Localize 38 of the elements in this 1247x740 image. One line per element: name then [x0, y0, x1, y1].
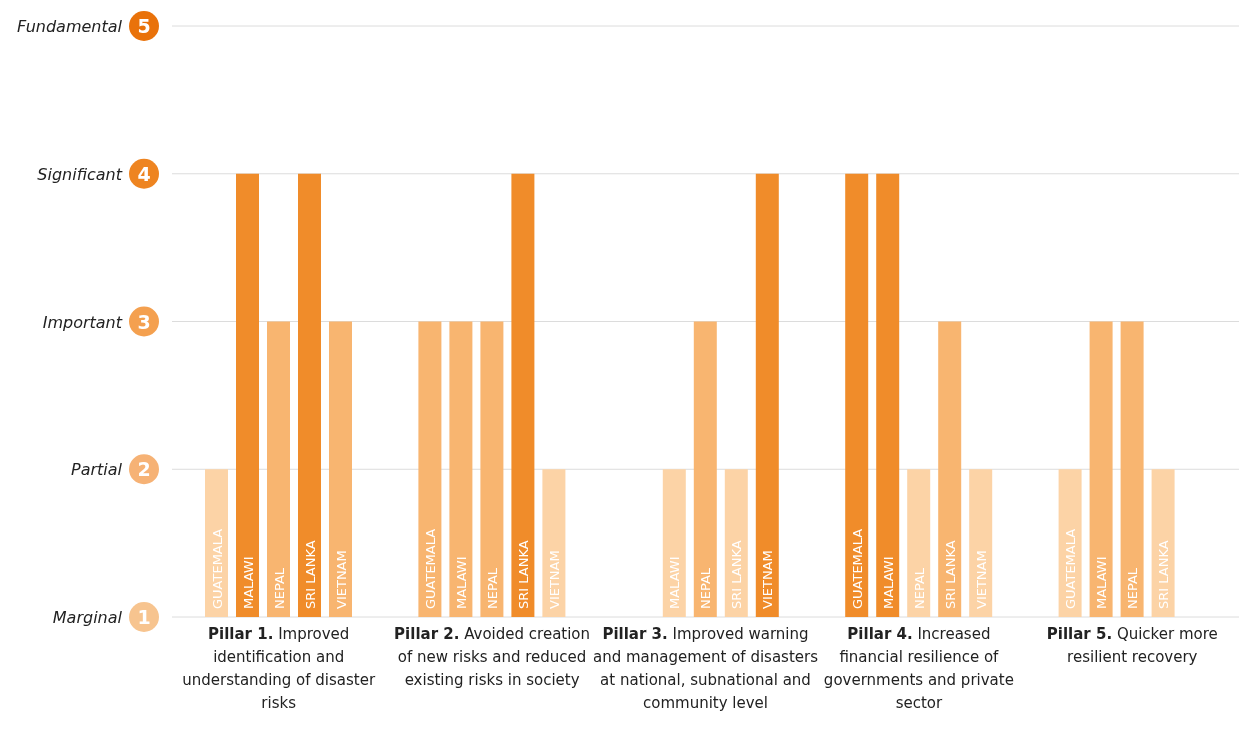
x-tick-label: Pillar 2. Avoided creation of new risks and reduced existing risks in society — [394, 625, 591, 689]
text: GUATEMALA — [849, 528, 865, 609]
series-label: NEPAL — [271, 567, 287, 609]
y-tick-label: 4 — [137, 162, 151, 185]
y-tick-label: 2 — [137, 458, 151, 481]
text: SRI LANKA — [515, 540, 531, 609]
text: NEPAL — [698, 567, 714, 609]
x-tick-label: Pillar 3. Improved warning and management of disasters at national, subnational and community level — [592, 625, 819, 712]
series-label: VIETNAM — [333, 550, 349, 609]
text: VIETNAM — [973, 550, 989, 609]
series-label: SRI LANKA — [302, 540, 318, 609]
series-label: MALAWI — [240, 556, 256, 609]
text: SRI LANKA — [942, 540, 958, 609]
text: SRI LANKA — [1156, 540, 1172, 609]
text: Partial — [71, 460, 123, 480]
text: VIETNAM — [760, 550, 776, 609]
text: SRI LANKA — [729, 540, 745, 609]
x-tick-label: Pillar 1. Improved identification and understanding of disaster risks — [182, 625, 376, 712]
text: NEPAL — [484, 567, 500, 609]
text: VIETNAM — [546, 550, 562, 609]
y-tick-label: 3 — [137, 310, 151, 333]
text: MALAWI — [453, 556, 469, 609]
text: NEPAL — [1125, 567, 1141, 609]
text: NEPAL — [911, 567, 927, 609]
text: Important — [42, 312, 123, 332]
text: MALAWI — [880, 556, 896, 609]
text: Fundamental — [17, 17, 123, 36]
text: Significant — [37, 164, 123, 184]
x-tick-label: Pillar 4. Increased financial resilience of governments and private sector — [823, 625, 1014, 712]
text: Marginal — [52, 608, 123, 627]
text: MALAWI — [667, 556, 683, 609]
text: GUATEMALA — [422, 528, 438, 609]
text: MALAWI — [1094, 556, 1110, 609]
x-tick-label: Pillar 5. Quicker more resilient recovery — [1046, 625, 1218, 666]
text: GUATEMALA — [1063, 528, 1079, 609]
series-label: GUATEMALA — [209, 528, 225, 609]
y-tick-label: 1 — [137, 606, 151, 628]
y-tick-label: 5 — [137, 15, 151, 37]
